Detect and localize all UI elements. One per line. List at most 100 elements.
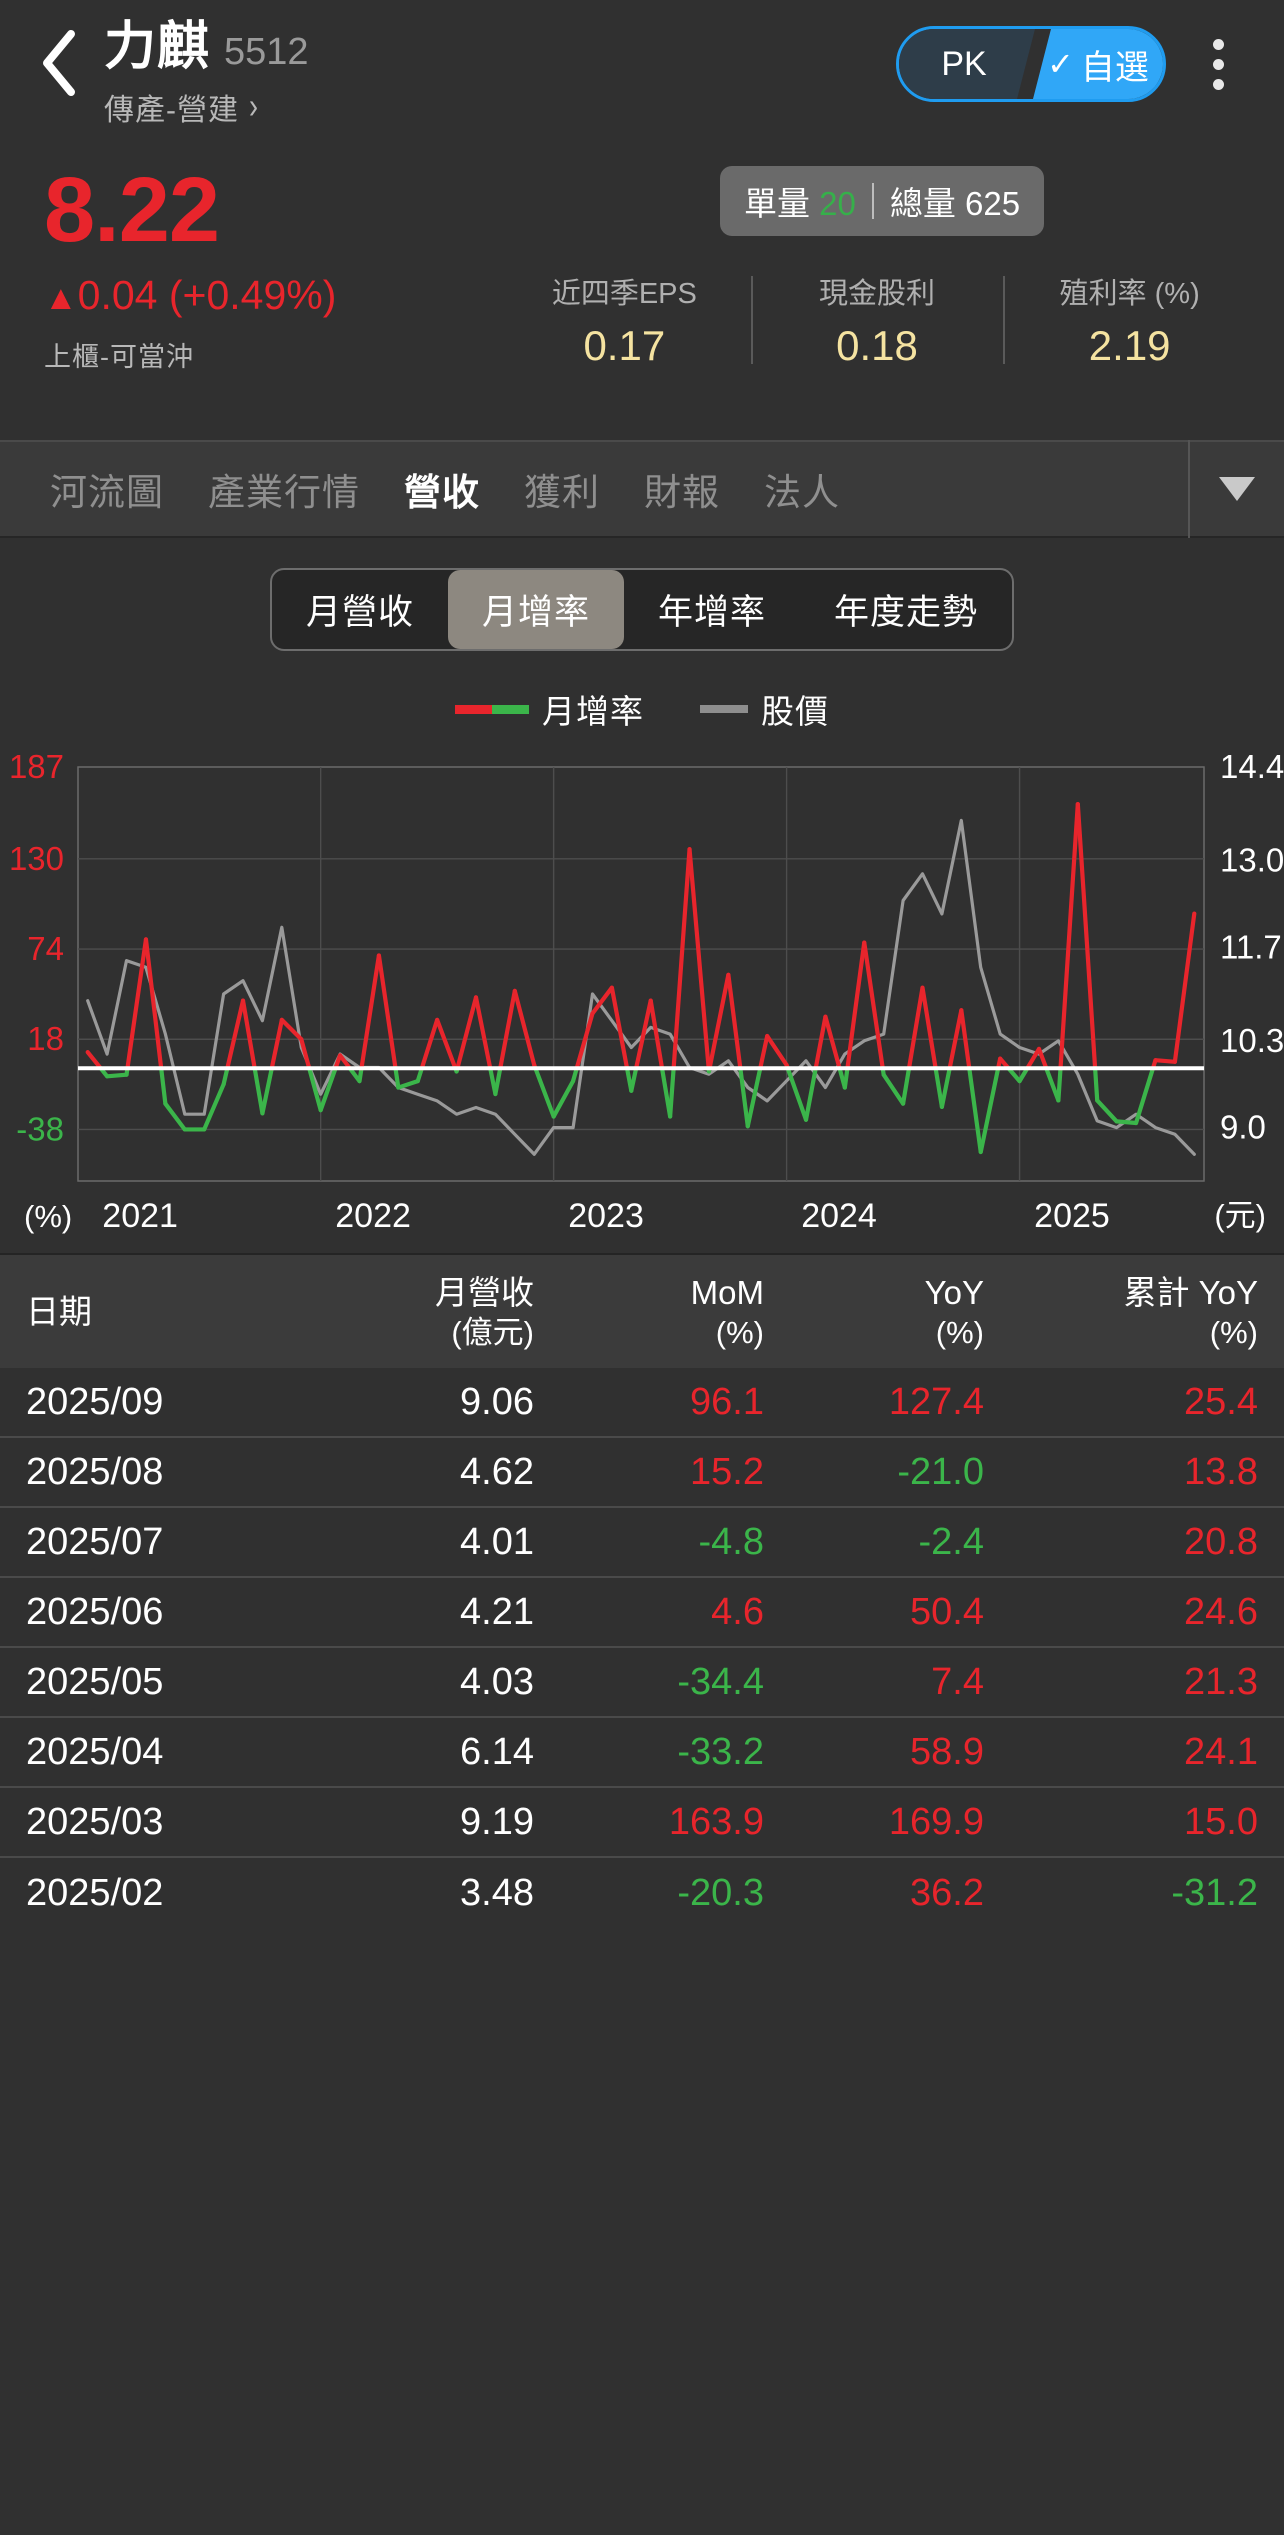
revenue-mom-chart[interactable]: 187 130 74 18 -38 14.4 13.0 11.7 10.3 9.0 2021 2022… <box>0 749 1284 1249</box>
cell-date: 2025/09 <box>26 1380 164 1423</box>
tabs-expand-button[interactable] <box>1188 440 1284 538</box>
cell-mom: 15.2 <box>690 1450 764 1493</box>
y-axis-left-tick: 187 <box>9 749 64 785</box>
y-axis-left-tick: 130 <box>9 840 64 877</box>
cell-mom: -33.2 <box>677 1730 764 1773</box>
table-row[interactable]: 2025/02 3.48 -20.3 36.2 -31.2 <box>0 1858 1284 1928</box>
mom-segment <box>629 1066 639 1093</box>
stat-eps[interactable]: 近四季EPS 0.17 <box>498 270 751 370</box>
mom-segment <box>765 1033 789 1068</box>
subtab-mom[interactable]: 月增率 <box>447 570 624 649</box>
table-row[interactable]: 2025/07 4.01 -4.8 -2.4 20.8 <box>0 1508 1284 1579</box>
favorite-button[interactable]: ✓ 自選 <box>1033 29 1163 99</box>
cell-cumulative-yoy: 24.6 <box>1184 1590 1258 1633</box>
market-tag: 上櫃-可當沖 <box>44 342 194 372</box>
mom-segment <box>143 937 164 1071</box>
mom-segment <box>920 985 938 1071</box>
total-volume: 總量 625 <box>889 185 1021 222</box>
cell-cumulative-yoy: 24.1 <box>1184 1730 1258 1773</box>
single-volume-value: 20 <box>819 185 856 222</box>
mom-segment <box>906 985 925 1071</box>
sector-link[interactable]: 傳產-營建 › <box>104 85 896 129</box>
mom-segment <box>1006 1066 1022 1084</box>
mom-segment <box>707 972 731 1071</box>
pk-favorite-toggle[interactable]: PK ✓ 自選 <box>896 26 1166 102</box>
stat-dividend-yield[interactable]: 殖利率 (%) 2.19 <box>1003 270 1256 370</box>
table-row[interactable]: 2025/09 9.06 96.1 127.4 25.4 <box>0 1368 1284 1439</box>
check-icon: ✓ <box>1047 46 1074 82</box>
cell-yoy: 36.2 <box>910 1871 984 1914</box>
header: 力麒 5512 傳產-營建 › PK ✓ 自選 <box>0 0 1284 440</box>
mom-segment <box>726 972 743 1071</box>
cell-revenue: 3.48 <box>460 1871 534 1914</box>
cell-mom: -20.3 <box>677 1871 764 1914</box>
header-actions: PK ✓ 自選 <box>896 26 1256 102</box>
mom-segment <box>299 1037 312 1071</box>
cell-cumulative-yoy: 13.8 <box>1184 1450 1258 1493</box>
dot <box>1212 38 1224 50</box>
subtab-annual-trend[interactable]: 年度走勢 <box>834 593 979 632</box>
quote-right-column: 單量 20 總量 625 近四季EPS 0.17 現金股利 0.18 <box>498 164 1256 374</box>
cell-yoy: 169.9 <box>888 1800 984 1843</box>
x-axis-tick: 2023 <box>568 1197 644 1235</box>
mom-segment <box>745 1066 763 1129</box>
mom-segment <box>738 1066 750 1129</box>
tab-industry-quotes[interactable]: 產業行情 <box>208 472 360 513</box>
mom-segment <box>359 953 382 1071</box>
table-row[interactable]: 2025/05 4.03 -34.4 7.4 21.3 <box>0 1648 1284 1719</box>
tab-profit[interactable]: 獲利 <box>524 472 600 513</box>
cell-mom: 96.1 <box>690 1380 764 1423</box>
subtab-bar: 月營收 月增率 年增率 年度走勢 <box>0 538 1284 651</box>
mom-segment <box>221 1066 230 1087</box>
table-row[interactable]: 2025/04 6.14 -33.2 58.9 24.1 <box>0 1718 1284 1789</box>
change-percent: (+0.49%) <box>168 272 337 318</box>
mom-segment <box>1093 1066 1100 1103</box>
mom-segment <box>159 1066 168 1106</box>
tab-financials[interactable]: 財報 <box>644 472 720 513</box>
x-axis-tick: 2022 <box>335 1197 411 1235</box>
mom-segment <box>1114 1119 1139 1126</box>
mom-segment <box>823 1014 842 1071</box>
cell-cumulative-yoy: 15.0 <box>1184 1800 1258 1843</box>
tab-revenue[interactable]: 營收 <box>404 472 480 513</box>
mom-segment <box>533 1066 556 1119</box>
mom-segment <box>1133 1066 1156 1126</box>
top-bar: 力麒 5512 傳產-營建 › PK ✓ 自選 <box>0 0 1284 150</box>
stat-value: 0.17 <box>583 322 666 369</box>
total-volume-value: 625 <box>965 185 1021 222</box>
table-row[interactable]: 2025/08 4.62 15.2 -21.0 13.8 <box>0 1438 1284 1509</box>
chevron-right-icon: › <box>249 85 258 127</box>
mom-segment <box>551 1079 576 1119</box>
mom-segment <box>318 1066 338 1113</box>
stat-cash-dividend[interactable]: 現金股利 0.18 <box>750 270 1004 370</box>
mom-segment <box>85 1050 103 1071</box>
mom-segment <box>125 937 149 1071</box>
table-row[interactable]: 2025/03 9.19 163.9 169.9 15.0 <box>0 1788 1284 1859</box>
mom-segment <box>202 1082 226 1132</box>
table-row[interactable]: 2025/06 4.21 4.6 50.4 24.6 <box>0 1578 1284 1649</box>
dot <box>1212 58 1224 70</box>
subtab-yoy[interactable]: 年增率 <box>658 593 767 632</box>
legend-swatch-icon <box>455 704 529 714</box>
column-header-yoy: YoY (%) <box>924 1274 984 1350</box>
mom-segment <box>862 940 885 1071</box>
mom-segment <box>978 1066 1001 1155</box>
overflow-menu-icon[interactable] <box>1180 38 1256 90</box>
back-icon[interactable] <box>28 26 90 100</box>
tab-institutions[interactable]: 法人 <box>764 472 840 513</box>
tab-river-chart[interactable]: 河流圖 <box>50 472 164 513</box>
cell-revenue: 4.03 <box>460 1660 534 1703</box>
mom-segment <box>1095 1098 1119 1124</box>
mom-segment <box>758 1033 770 1071</box>
subtab-monthly-revenue[interactable]: 月營收 <box>305 593 414 632</box>
y-axis-left-tick: 18 <box>27 1020 64 1057</box>
mom-segment <box>393 1066 401 1090</box>
mom-segment <box>260 1066 274 1116</box>
mom-segment <box>473 995 493 1071</box>
stat-label: 殖利率 (%) <box>1059 278 1200 310</box>
column-header-mom: MoM (%) <box>690 1274 764 1350</box>
cell-yoy: -21.0 <box>897 1450 984 1493</box>
cell-cumulative-yoy: 25.4 <box>1184 1380 1258 1423</box>
pk-button[interactable]: PK <box>899 29 1035 99</box>
